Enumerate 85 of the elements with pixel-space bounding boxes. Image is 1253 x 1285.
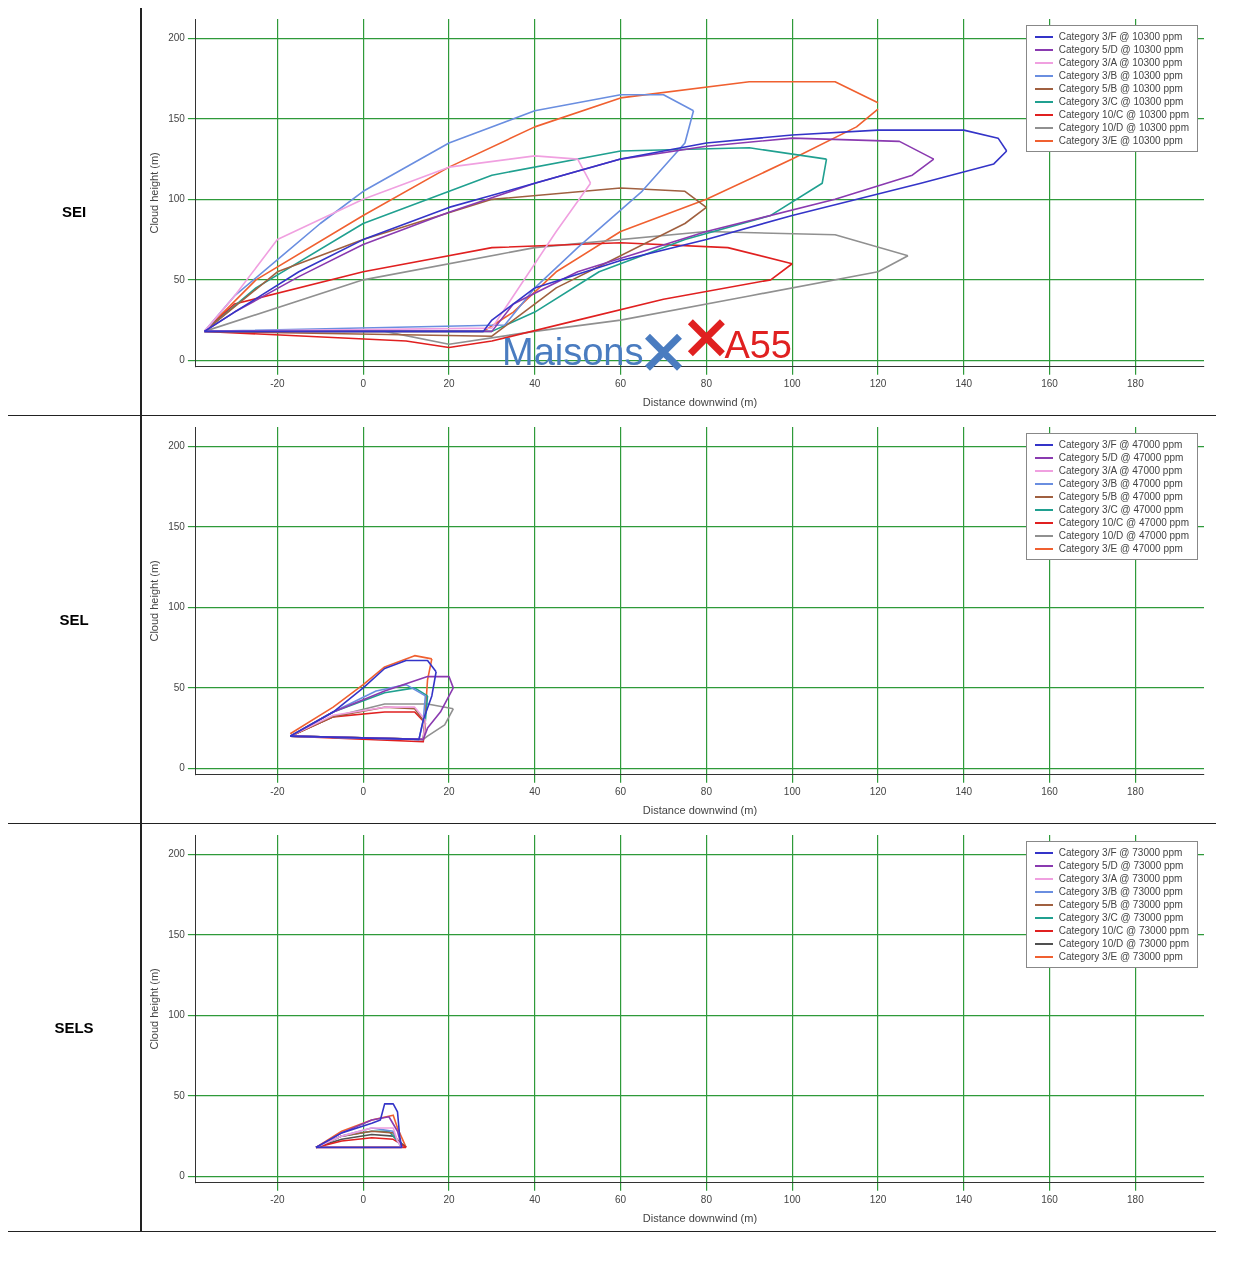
- legend-label: Category 3/E @ 47000 ppm: [1058, 542, 1183, 555]
- x-tick-label: 80: [700, 1193, 713, 1205]
- legend-label: Category 5/B @ 73000 ppm: [1058, 898, 1183, 911]
- legend-label: Category 3/B @ 47000 ppm: [1058, 477, 1183, 490]
- x-tick-label: 40: [529, 785, 541, 797]
- y-tick-label: 100: [168, 1009, 186, 1021]
- x-tick-label: 60: [615, 785, 627, 797]
- legend-label: Category 10/C @ 47000 ppm: [1058, 516, 1189, 529]
- legend-label: Category 5/B @ 47000 ppm: [1058, 490, 1183, 503]
- x-tick-label: 180: [1127, 1193, 1145, 1205]
- x-tick-label: 20: [443, 785, 455, 797]
- x-tick-label: -20: [270, 785, 286, 797]
- annotation: A55: [724, 324, 792, 367]
- legend-label: Category 3/A @ 73000 ppm: [1058, 872, 1183, 885]
- x-tick-label: -20: [270, 377, 286, 389]
- legend-label: Category 3/A @ 47000 ppm: [1058, 464, 1183, 477]
- legend-label: Category 3/B @ 73000 ppm: [1058, 885, 1183, 898]
- y-axis-title: Cloud height (m): [147, 968, 160, 1050]
- y-tick-label: 150: [168, 520, 186, 532]
- x-tick-label: 140: [955, 785, 973, 797]
- legend-label: Category 3/B @ 10300 ppm: [1058, 69, 1183, 82]
- x-tick-label: 160: [1041, 1193, 1059, 1205]
- x-tick-label: 160: [1041, 377, 1059, 389]
- y-tick-label: 100: [168, 601, 186, 613]
- text: SELS: [8, 823, 141, 1232]
- legend-label: Category 3/C @ 47000 ppm: [1058, 503, 1184, 516]
- legend-label: Category 3/C @ 73000 ppm: [1058, 911, 1184, 924]
- legend-label: Category 3/E @ 73000 ppm: [1058, 950, 1183, 963]
- x-tick-label: 180: [1127, 785, 1145, 797]
- x-tick-label: 120: [869, 785, 887, 797]
- legend-label: Category 10/C @ 73000 ppm: [1058, 924, 1189, 937]
- y-axis-title: Cloud height (m): [147, 560, 160, 642]
- x-tick-label: 180: [1127, 377, 1145, 389]
- legend-label: Category 10/D @ 10300 ppm: [1058, 121, 1189, 134]
- legend-label: Category 5/B @ 10300 ppm: [1058, 82, 1183, 95]
- legend-label: Category 3/F @ 47000 ppm: [1058, 438, 1183, 451]
- legend-label: Category 5/D @ 73000 ppm: [1058, 859, 1184, 872]
- x-tick-label: 140: [955, 377, 973, 389]
- x-tick-label: 80: [700, 377, 713, 389]
- y-tick-label: 50: [173, 273, 186, 285]
- legend-label: Category 5/D @ 10300 ppm: [1058, 43, 1184, 56]
- x-tick-label: 100: [783, 377, 801, 389]
- y-tick-label: 100: [168, 193, 186, 205]
- x-tick-label: 0: [360, 1193, 367, 1205]
- legend-label: Category 3/C @ 10300 ppm: [1058, 95, 1184, 108]
- x-tick-label: 40: [529, 377, 541, 389]
- legend-label: Category 3/F @ 10300 ppm: [1058, 30, 1183, 43]
- y-tick-label: 0: [179, 762, 186, 774]
- x-tick-label: 20: [443, 377, 455, 389]
- y-tick-label: 0: [179, 1170, 186, 1182]
- x-axis-title: Distance downwind (m): [642, 804, 758, 817]
- x-tick-label: 20: [443, 1193, 455, 1205]
- y-tick-label: 150: [168, 112, 186, 124]
- y-axis-title: Cloud height (m): [147, 152, 160, 234]
- legend-label: Category 5/D @ 47000 ppm: [1058, 451, 1184, 464]
- y-tick-label: 200: [168, 440, 186, 452]
- text: SEI: [8, 8, 141, 416]
- y-tick-label: 50: [173, 1089, 186, 1101]
- x-axis-title: Distance downwind (m): [642, 1212, 758, 1225]
- x-tick-label: 0: [360, 785, 367, 797]
- y-tick-label: 50: [173, 681, 186, 693]
- text: SEL: [8, 415, 141, 824]
- x-tick-label: 140: [955, 1193, 973, 1205]
- legend-label: Category 3/E @ 10300 ppm: [1058, 134, 1183, 147]
- legend-label: Category 10/C @ 10300 ppm: [1058, 108, 1189, 121]
- legend-label: Category 3/F @ 73000 ppm: [1058, 846, 1183, 859]
- x-tick-label: 0: [360, 377, 367, 389]
- x-axis-title: Distance downwind (m): [642, 396, 758, 409]
- x-tick-label: 60: [615, 377, 627, 389]
- y-tick-label: 150: [168, 928, 186, 940]
- x-tick-label: 60: [615, 1193, 627, 1205]
- y-tick-label: 200: [168, 32, 186, 44]
- y-tick-label: 0: [179, 354, 186, 366]
- x-tick-label: 100: [783, 1193, 801, 1205]
- legend-label: Category 10/D @ 47000 ppm: [1058, 529, 1189, 542]
- legend-label: Category 10/D @ 73000 ppm: [1058, 937, 1189, 950]
- x-tick-label: 120: [869, 1193, 887, 1205]
- x-tick-label: 120: [869, 377, 887, 389]
- x-tick-label: 80: [700, 785, 713, 797]
- x-tick-label: 100: [783, 785, 801, 797]
- x-tick-label: 40: [529, 1193, 541, 1205]
- y-tick-label: 200: [168, 848, 186, 860]
- x-tick-label: 160: [1041, 785, 1059, 797]
- legend-label: Category 3/A @ 10300 ppm: [1058, 56, 1183, 69]
- x-tick-label: -20: [270, 1193, 286, 1205]
